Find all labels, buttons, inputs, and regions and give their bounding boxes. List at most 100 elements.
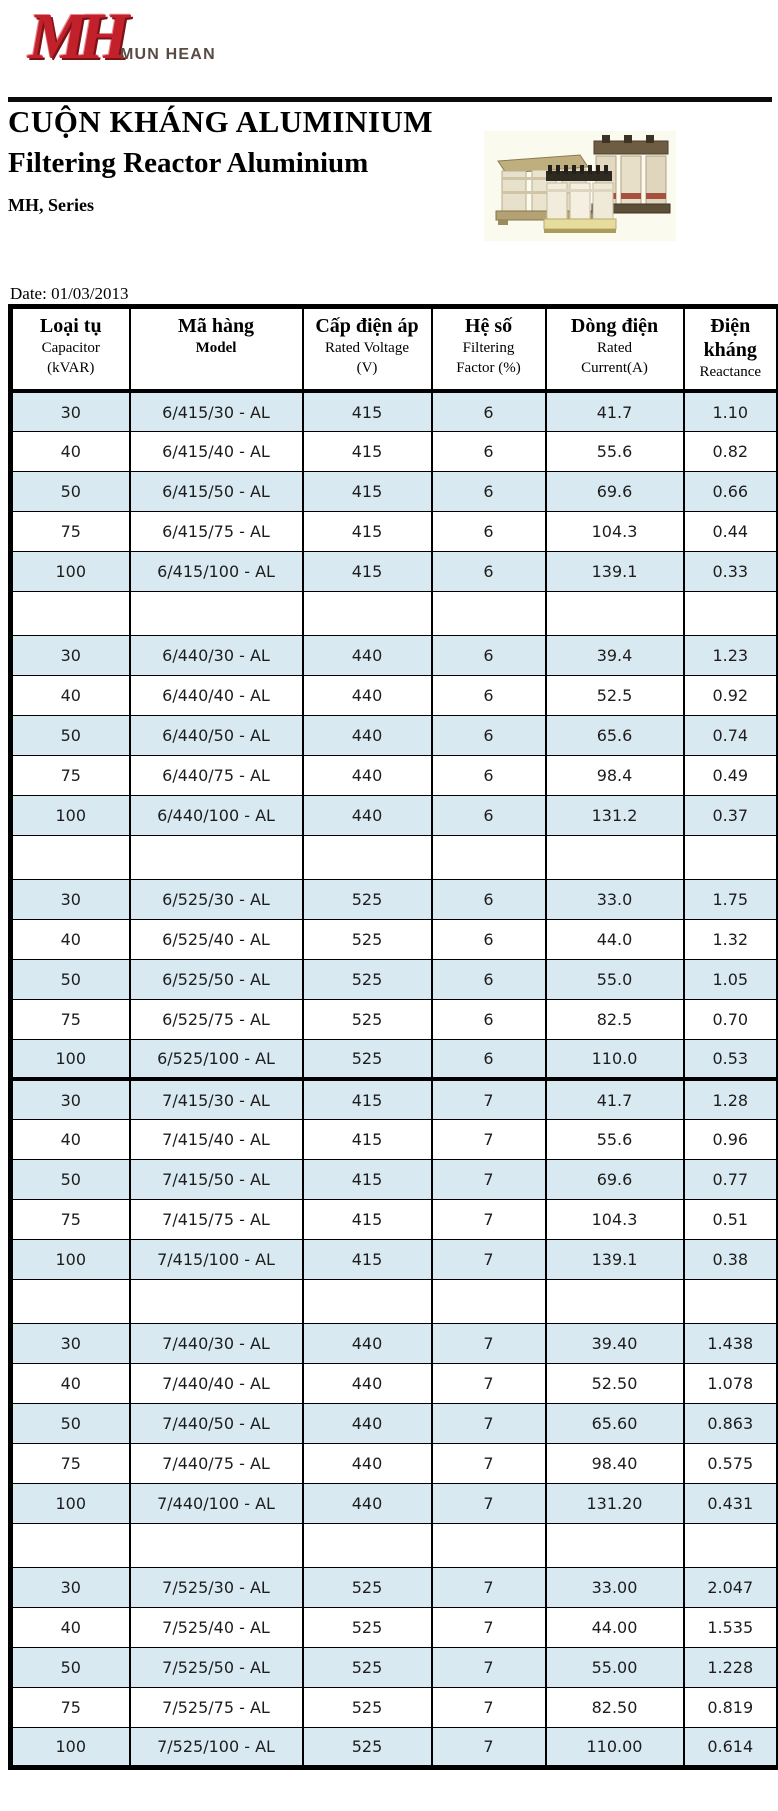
cell-voltage: 525 [301,1038,433,1080]
empty-cell [544,1278,685,1324]
reactor-product-photo [484,131,676,241]
cell-kvar: 100 [9,794,131,836]
column-header-1: Mã hàng Model [128,305,304,394]
cell-reactance: 1.438 [682,1322,778,1364]
cell-factor: 6 [430,470,547,512]
table-row: 75 6/415/75 - AL 415 6 104.3 0.44 [9,510,778,552]
cell-factor: 6 [430,550,547,592]
cell-current: 104.3 [544,1198,685,1240]
cell-reactance: 1.10 [682,390,778,432]
cell-voltage: 440 [301,714,433,756]
cell-reactance: 0.51 [682,1198,778,1240]
cell-factor: 7 [430,1726,547,1768]
cell-factor: 7 [430,1077,547,1120]
table-row: 50 7/415/50 - AL 415 7 69.6 0.77 [9,1158,778,1200]
cell-reactance: 2.047 [682,1566,778,1608]
cell-current: 65.60 [544,1402,685,1444]
cell-model: 7/440/50 - AL [128,1402,304,1444]
cell-current: 98.4 [544,754,685,796]
table-row: 75 7/525/75 - AL 525 7 82.50 0.819 [9,1686,778,1728]
cell-kvar: 50 [9,1402,131,1444]
cell-reactance: 1.05 [682,958,778,1000]
separator-row [9,834,778,880]
cell-current: 139.1 [544,1238,685,1280]
cell-current: 104.3 [544,510,685,552]
table-row: 100 7/525/100 - AL 525 7 110.00 0.614 [9,1726,778,1768]
mun-hean-logo: MH MUN HEAN [28,0,215,82]
date-label: Date: 01/03/2013 [10,284,129,303]
cell-kvar: 30 [9,390,131,432]
cell-kvar: 40 [9,1362,131,1404]
cell-reactance: 0.37 [682,794,778,836]
cell-model: 7/525/50 - AL [128,1646,304,1688]
cell-reactance: 1.228 [682,1646,778,1688]
empty-cell [128,590,304,636]
cell-current: 39.4 [544,634,685,676]
cell-voltage: 415 [301,550,433,592]
cell-model: 6/525/30 - AL [128,878,304,920]
cell-kvar: 30 [9,1077,131,1120]
empty-cell [301,1278,433,1324]
cell-model: 7/415/40 - AL [128,1118,304,1160]
page-title-english: Filtering Reactor Aluminium [8,147,369,179]
cell-current: 65.6 [544,714,685,756]
cell-factor: 6 [430,878,547,920]
cell-model: 7/525/75 - AL [128,1686,304,1728]
cell-kvar: 50 [9,714,131,756]
column-header-en: Factor (%) [456,360,521,377]
cell-reactance: 0.44 [682,510,778,552]
cell-model: 7/440/75 - AL [128,1442,304,1484]
column-header-vi: Dòng điện [570,315,659,337]
cell-voltage: 525 [301,918,433,960]
cell-model: 6/440/40 - AL [128,674,304,716]
cell-model: 6/415/30 - AL [128,390,304,432]
cell-kvar: 40 [9,1118,131,1160]
table-row: 75 6/525/75 - AL 525 6 82.5 0.70 [9,998,778,1040]
cell-reactance: 0.863 [682,1402,778,1444]
cell-factor: 7 [430,1566,547,1608]
empty-cell [682,1278,778,1324]
cell-kvar: 75 [9,998,131,1040]
cell-kvar: 75 [9,1686,131,1728]
empty-cell [682,1522,778,1568]
cell-current: 33.00 [544,1566,685,1608]
cell-current: 41.7 [544,390,685,432]
cell-voltage: 525 [301,878,433,920]
cell-reactance: 1.32 [682,918,778,960]
cell-kvar: 50 [9,1646,131,1688]
empty-cell [301,1522,433,1568]
cell-kvar: 100 [9,1238,131,1280]
company-name: MUN HEAN [120,46,216,63]
cell-current: 110.00 [544,1726,685,1768]
cell-kvar: 50 [9,958,131,1000]
cell-kvar: 50 [9,470,131,512]
cell-model: 6/525/75 - AL [128,998,304,1040]
cell-factor: 6 [430,674,547,716]
cell-model: 7/415/30 - AL [128,1077,304,1120]
cell-reactance: 0.92 [682,674,778,716]
cell-factor: 6 [430,754,547,796]
cell-factor: 7 [430,1402,547,1444]
table-row: 40 7/415/40 - AL 415 7 55.6 0.96 [9,1118,778,1160]
cell-factor: 7 [430,1362,547,1404]
cell-factor: 6 [430,1038,547,1080]
empty-cell [9,590,131,636]
cell-kvar: 30 [9,878,131,920]
cell-reactance: 0.575 [682,1442,778,1484]
cell-model: 6/415/40 - AL [128,430,304,472]
cell-reactance: 0.53 [682,1038,778,1080]
empty-cell [9,1278,131,1324]
column-header-vi: Hệ số [464,315,513,337]
cell-reactance: 0.82 [682,430,778,472]
empty-cell [301,834,433,880]
table-row: 100 6/415/100 - AL 415 6 139.1 0.33 [9,550,778,592]
empty-cell [9,834,131,880]
cell-kvar: 75 [9,754,131,796]
mh-monogram: MH [28,0,129,73]
separator-row [9,590,778,636]
series-label: MH, Series [8,195,94,215]
table-row: 75 7/440/75 - AL 440 7 98.40 0.575 [9,1442,778,1484]
cell-factor: 7 [430,1686,547,1728]
table-row: 75 6/440/75 - AL 440 6 98.4 0.49 [9,754,778,796]
column-header-en: Reactance [699,364,762,380]
